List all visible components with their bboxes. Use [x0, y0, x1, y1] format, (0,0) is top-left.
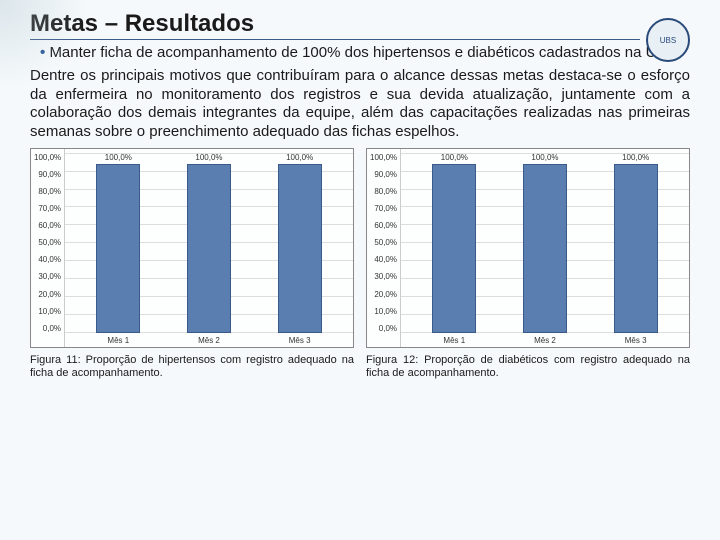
ytick: 60,0%	[370, 221, 397, 230]
ytick: 50,0%	[34, 238, 61, 247]
ytick: 30,0%	[34, 272, 61, 281]
bar-col: 100,0% Mês 3	[598, 153, 674, 333]
ytick: 10,0%	[370, 307, 397, 316]
bar-col: 100,0% Mês 2	[171, 153, 247, 333]
ytick: 80,0%	[34, 187, 61, 196]
body-paragraph: Dentre os principais motivos que contrib…	[30, 67, 690, 142]
slide: UBS Metas – Resultados • Manter ficha de…	[0, 0, 720, 540]
bar-col: 100,0% Mês 3	[262, 153, 338, 333]
chart-right-caption: Figura 12: Proporção de diabéticos com r…	[366, 354, 690, 380]
ytick: 40,0%	[370, 255, 397, 264]
ytick: 60,0%	[34, 221, 61, 230]
bar-value-label: 100,0%	[441, 153, 468, 162]
ytick: 0,0%	[34, 324, 61, 333]
ytick: 30,0%	[370, 272, 397, 281]
ytick: 40,0%	[34, 255, 61, 264]
x-label: Mês 3	[625, 336, 647, 345]
bar	[187, 164, 231, 333]
bar	[614, 164, 658, 333]
bar	[278, 164, 322, 333]
ytick: 20,0%	[34, 290, 61, 299]
chart-left-caption: Figura 11: Proporção de hipertensos com …	[30, 354, 354, 380]
logo-icon: UBS	[646, 18, 690, 62]
ytick: 70,0%	[34, 204, 61, 213]
ytick: 90,0%	[370, 170, 397, 179]
charts-row: 100,0% 90,0% 80,0% 70,0% 60,0% 50,0% 40,…	[30, 148, 690, 380]
page-title: Metas – Resultados	[30, 10, 640, 40]
chart-right-block: 100,0% 90,0% 80,0% 70,0% 60,0% 50,0% 40,…	[366, 148, 690, 380]
bar-col: 100,0% Mês 2	[507, 153, 583, 333]
x-label: Mês 2	[198, 336, 220, 345]
bar-value-label: 100,0%	[531, 153, 558, 162]
bar	[523, 164, 567, 333]
chart-left-block: 100,0% 90,0% 80,0% 70,0% 60,0% 50,0% 40,…	[30, 148, 354, 380]
ytick: 70,0%	[370, 204, 397, 213]
bar-value-label: 100,0%	[105, 153, 132, 162]
bar-col: 100,0% Mês 1	[416, 153, 492, 333]
bar	[432, 164, 476, 333]
ytick: 90,0%	[34, 170, 61, 179]
bar-value-label: 100,0%	[286, 153, 313, 162]
bar-value-label: 100,0%	[195, 153, 222, 162]
chart-left-plot: 100,0% Mês 1 100,0% Mês 2 100,0% Mês 3	[65, 149, 353, 347]
chart-left: 100,0% 90,0% 80,0% 70,0% 60,0% 50,0% 40,…	[30, 148, 354, 348]
bullet-item: • Manter ficha de acompanhamento de 100%…	[40, 44, 690, 63]
ytick: 0,0%	[370, 324, 397, 333]
chart-left-yaxis: 100,0% 90,0% 80,0% 70,0% 60,0% 50,0% 40,…	[31, 149, 65, 347]
logo-text: UBS	[660, 36, 676, 45]
x-label: Mês 3	[289, 336, 311, 345]
bullet-text: Manter ficha de acompanhamento de 100% d…	[49, 44, 680, 61]
x-label: Mês 1	[443, 336, 465, 345]
x-label: Mês 1	[107, 336, 129, 345]
bar	[96, 164, 140, 333]
bar-col: 100,0% Mês 1	[80, 153, 156, 333]
ytick: 10,0%	[34, 307, 61, 316]
ytick: 20,0%	[370, 290, 397, 299]
ytick: 100,0%	[370, 153, 397, 162]
ytick: 100,0%	[34, 153, 61, 162]
bullet-marker-icon: •	[40, 44, 45, 61]
ytick: 80,0%	[370, 187, 397, 196]
chart-right-yaxis: 100,0% 90,0% 80,0% 70,0% 60,0% 50,0% 40,…	[367, 149, 401, 347]
bar-value-label: 100,0%	[622, 153, 649, 162]
ytick: 50,0%	[370, 238, 397, 247]
x-label: Mês 2	[534, 336, 556, 345]
chart-right: 100,0% 90,0% 80,0% 70,0% 60,0% 50,0% 40,…	[366, 148, 690, 348]
chart-right-plot: 100,0% Mês 1 100,0% Mês 2 100,0% Mês 3	[401, 149, 689, 347]
